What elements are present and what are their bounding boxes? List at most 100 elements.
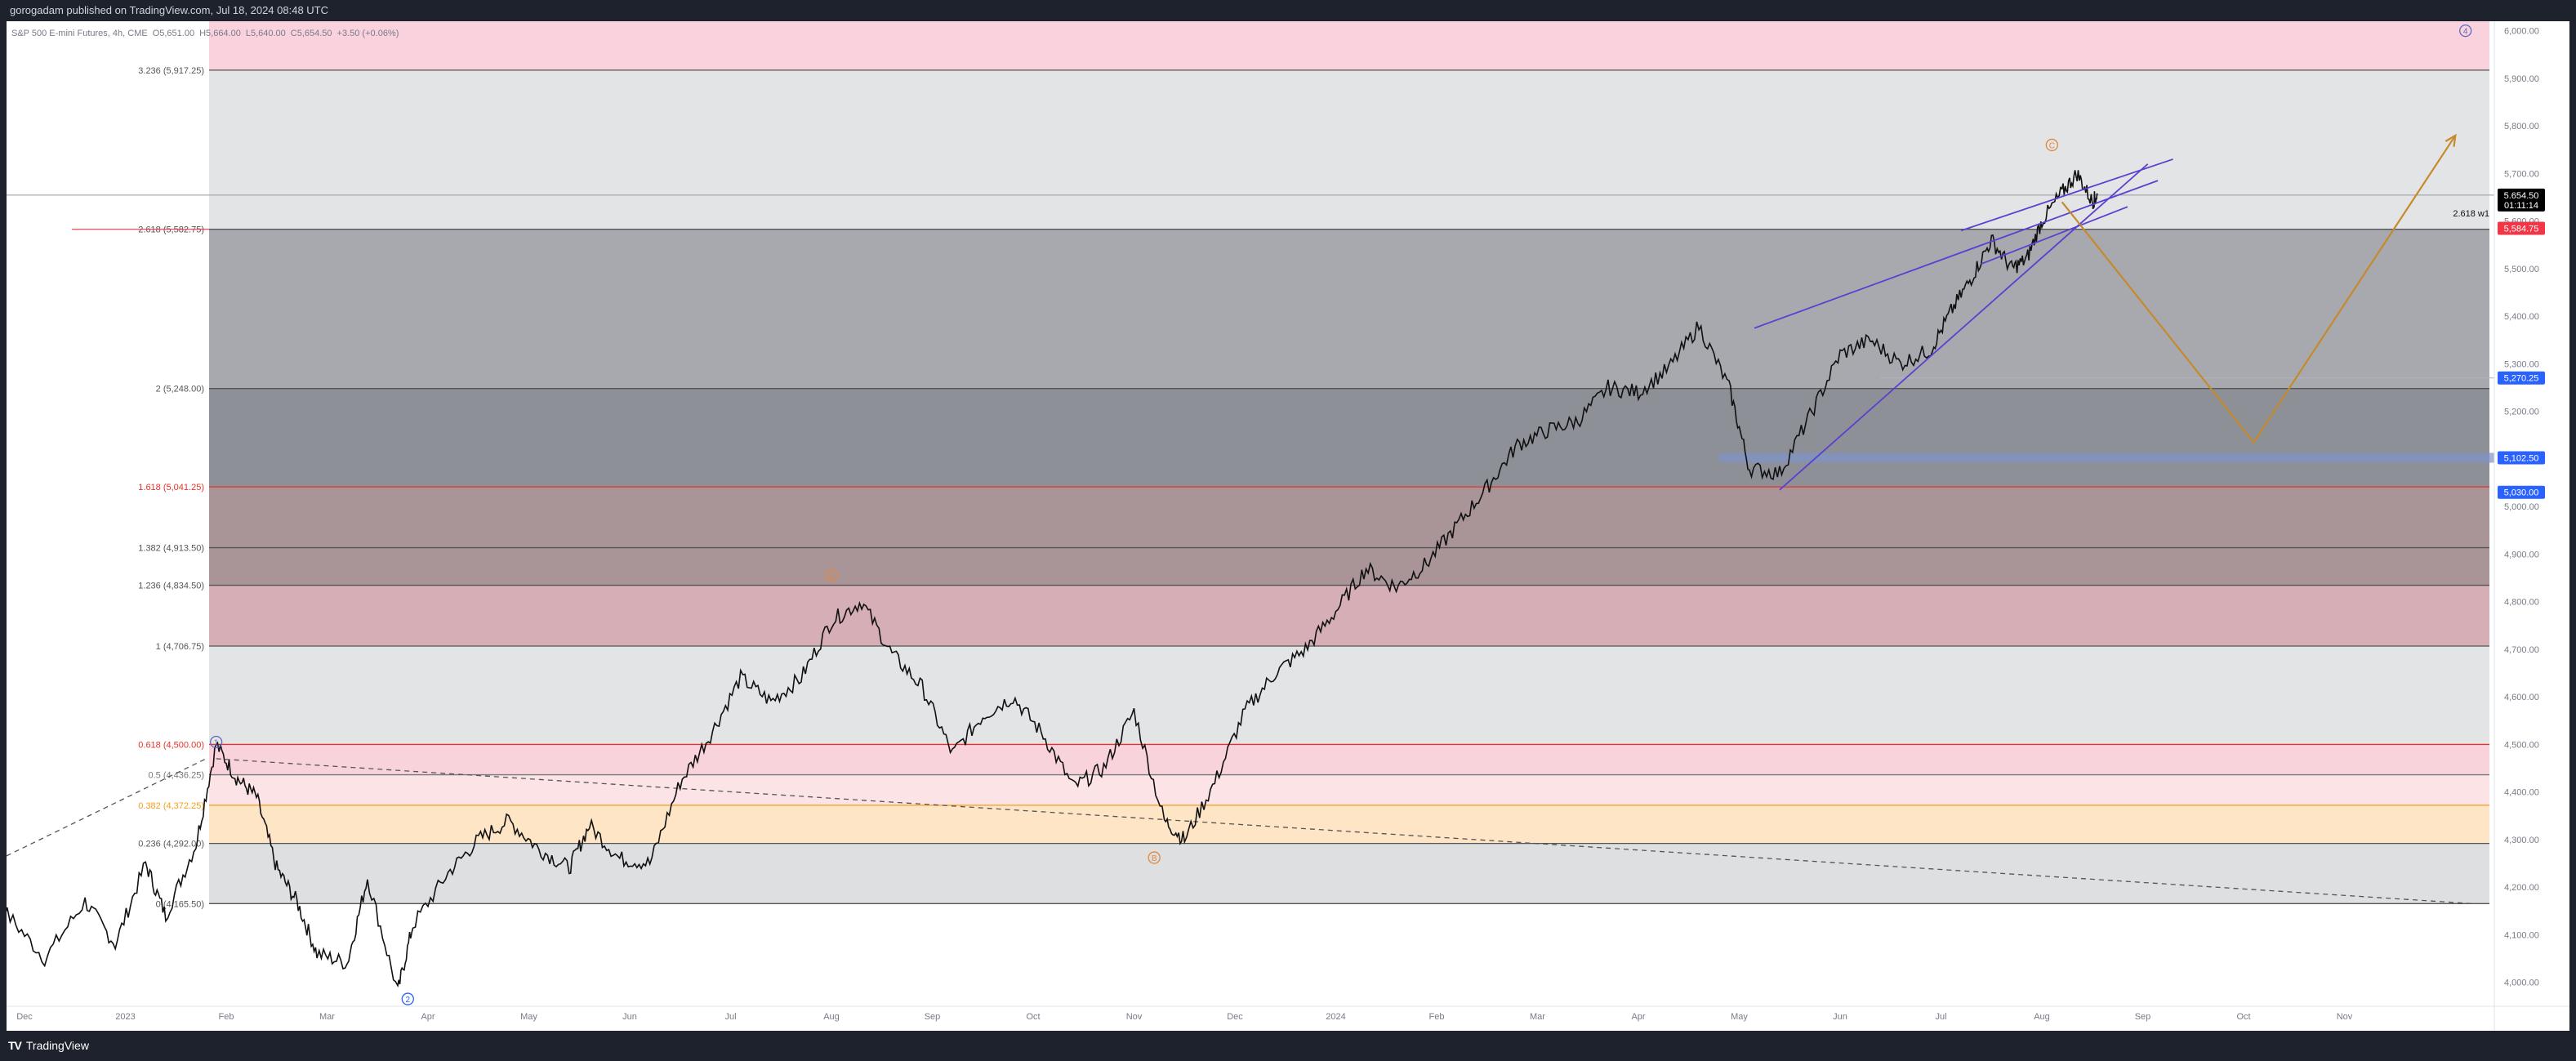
- x-tick-label: Jun: [1833, 1012, 1847, 1022]
- y-tick-label: 5,300.00: [2504, 359, 2539, 369]
- wave-label: C: [2049, 141, 2055, 150]
- legend-item: +3.50 (+0.06%): [337, 29, 399, 38]
- chart-area[interactable]: 3.236 (5,917.25) 2.618 (5,582.75) 2 (5,248…: [0, 21, 2569, 1031]
- x-tick-label: Oct: [2236, 1012, 2250, 1022]
- fib-level-label: 2 (5,248.00): [156, 385, 204, 395]
- price-tag-bg: [2498, 221, 2545, 235]
- wave-label-circle: [825, 568, 838, 582]
- wave-label: 1: [214, 739, 219, 748]
- fib-level-label: 0.5 (4,436.25): [149, 771, 205, 781]
- x-tick-label: Aug: [2034, 1012, 2050, 1022]
- wave-label: 2: [406, 996, 411, 1005]
- publish-info: gorogadam published on TradingView.com, …: [10, 4, 329, 16]
- y-tick-label: 4,200.00: [2504, 883, 2539, 893]
- tradingview-logo-icon: TV: [8, 1039, 22, 1052]
- y-tick-label: 4,100.00: [2504, 930, 2539, 940]
- x-tick-label: Nov: [2337, 1012, 2353, 1022]
- y-tick-label: 5,200.00: [2504, 408, 2539, 417]
- fib-zone: [209, 805, 2489, 844]
- dashed-trendline: [216, 758, 2476, 905]
- x-tick-label: 2024: [1326, 1012, 1345, 1022]
- wave-label-circle: [209, 735, 223, 749]
- wave-label-circle: [2045, 138, 2059, 152]
- price-tag-bg: [2498, 451, 2545, 465]
- x-tick-label: May: [1731, 1012, 1748, 1022]
- fib-zone: [209, 646, 2489, 745]
- wave-label: B: [1152, 854, 1157, 863]
- top-bar: gorogadam published on TradingView.com, …: [0, 0, 2576, 21]
- y-tick-label: 5,800.00: [2504, 122, 2539, 132]
- price-tag-bg: [2498, 371, 2545, 385]
- support-band: [1718, 452, 2526, 463]
- x-tick-label: Dec: [16, 1012, 33, 1022]
- brand-name: TradingView: [25, 1039, 89, 1052]
- y-tick-label: 5,400.00: [2504, 312, 2539, 322]
- fib-zone: [209, 487, 2489, 586]
- x-tick-label: Jun: [622, 1012, 637, 1022]
- fib-zone: [209, 229, 2489, 389]
- x-tick-label: 2023: [115, 1012, 135, 1022]
- fib-level-label: 3.236 (5,917.25): [138, 66, 204, 76]
- price-chart[interactable]: 3.236 (5,917.25) 2.618 (5,582.75) 2 (5,248…: [0, 21, 2569, 1031]
- y-tick-label: 4,600.00: [2504, 693, 2539, 702]
- fib-level-label: 0.618 (4,500.00): [138, 740, 204, 750]
- price-tag-label: 5,270.25: [2504, 374, 2539, 384]
- dashed-trendline-left: [0, 758, 207, 860]
- x-tick-label: Apr: [421, 1012, 435, 1022]
- y-tick-label: 5,000.00: [2504, 502, 2539, 512]
- x-tick-label: Sep: [925, 1012, 941, 1022]
- fib-zone: [209, 69, 2489, 230]
- wave-label: A: [829, 573, 835, 582]
- x-tick-label: Mar: [1530, 1012, 1545, 1022]
- y-tick-label: 4,400.00: [2504, 788, 2539, 798]
- channel-line: [1754, 180, 2159, 329]
- fib-level-label: 0 (4,165.50): [156, 899, 204, 909]
- wave-label-circle: [401, 992, 414, 1005]
- wave-label: 4: [2463, 28, 2468, 37]
- fib-zone: [209, 21, 2489, 70]
- y-tick-label: 4,900.00: [2504, 550, 2539, 559]
- fib-level-label: 0.382 (4,372.25): [138, 801, 204, 811]
- x-tick-label: Sep: [2135, 1012, 2151, 1022]
- price-tag-bg: [2498, 485, 2545, 499]
- price-tag-label: 5,584.75: [2504, 225, 2539, 234]
- y-tick-label: 5,700.00: [2504, 169, 2539, 179]
- y-tick-label: 4,300.00: [2504, 836, 2539, 845]
- legend-item: L5,640.00: [246, 29, 286, 38]
- y-tick-label: 4,500.00: [2504, 740, 2539, 750]
- channel-line: [1981, 206, 2128, 265]
- fib-zone: [209, 843, 2489, 904]
- fib-level-label: 2.618 (5,582.75): [138, 225, 204, 235]
- x-tick-label: Feb: [1429, 1012, 1445, 1022]
- price-tag-label: 5,102.50: [2504, 453, 2539, 463]
- fib-zone: [209, 388, 2489, 488]
- x-tick-label: Oct: [1026, 1012, 1040, 1022]
- fib-level-label: 1.618 (5,041.25): [138, 483, 204, 493]
- legend-item: S&P 500 E-mini Futures, 4h, CME: [11, 29, 148, 38]
- chart-legend: S&P 500 E-mini Futures, 4h, CME O5,651.00…: [11, 29, 399, 38]
- channel-line: [1779, 163, 2149, 491]
- projection-arrowhead: [2445, 133, 2457, 147]
- price-tag-bg: [2498, 198, 2545, 212]
- x-tick-label: Jul: [724, 1012, 736, 1022]
- x-tick-label: Mar: [319, 1012, 335, 1022]
- x-tick-label: Feb: [219, 1012, 234, 1022]
- x-tick-label: Dec: [1227, 1012, 1243, 1022]
- price-series-line: [0, 170, 2098, 988]
- x-tick-label: Nov: [1126, 1012, 1143, 1022]
- bottom-bar: TV TradingView: [0, 1031, 2576, 1061]
- x-tick-label: May: [520, 1012, 537, 1022]
- y-tick-label: 4,800.00: [2504, 598, 2539, 608]
- x-tick-label: Apr: [1631, 1012, 1645, 1022]
- y-tick-label: 6,000.00: [2504, 27, 2539, 37]
- fib-zone: [209, 774, 2489, 805]
- y-tick-label: 4,000.00: [2504, 979, 2539, 988]
- tradingview-logo[interactable]: TV TradingView: [8, 1039, 89, 1052]
- price-tag-label: 5,030.00: [2504, 488, 2539, 498]
- x-tick-label: Jul: [1935, 1012, 1946, 1022]
- fib-level-label: 0.236 (4,292.00): [138, 840, 204, 849]
- note-label: 2.618 w1: [2453, 209, 2489, 219]
- wave-label-circle: [2459, 25, 2472, 38]
- fib-zone: [209, 744, 2489, 775]
- legend-item: O5,651.00: [153, 29, 194, 38]
